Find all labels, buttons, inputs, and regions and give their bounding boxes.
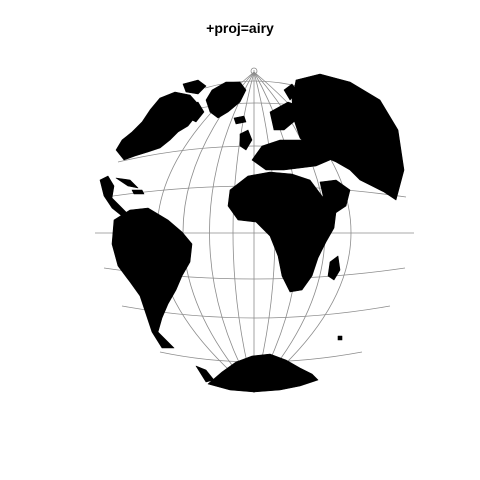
arctic-islands-1: [182, 79, 207, 95]
asia: [291, 73, 405, 201]
antarctic-peninsula: [195, 365, 215, 383]
kerguelen-island: [337, 335, 343, 341]
antarctica: [207, 353, 319, 393]
iceland: [233, 115, 247, 125]
meridian-w20: [232, 71, 255, 393]
meridian-w40: [209, 71, 255, 393]
africa: [227, 171, 337, 293]
map-title: +proj=airy: [206, 20, 274, 36]
north-pole-marker: [250, 67, 258, 75]
novaya-zemlya: [283, 83, 299, 101]
south-america: [111, 207, 193, 349]
cuba: [115, 177, 139, 189]
caribbean-islands: [131, 189, 145, 195]
greenland: [205, 81, 247, 119]
landmasses: [99, 73, 405, 393]
arctic-islands-2: [169, 105, 187, 119]
british-isles: [239, 129, 253, 151]
central-america: [99, 175, 129, 217]
baffin-island: [187, 101, 205, 123]
madagascar: [327, 255, 341, 281]
parallel-n75: [204, 80, 306, 89]
